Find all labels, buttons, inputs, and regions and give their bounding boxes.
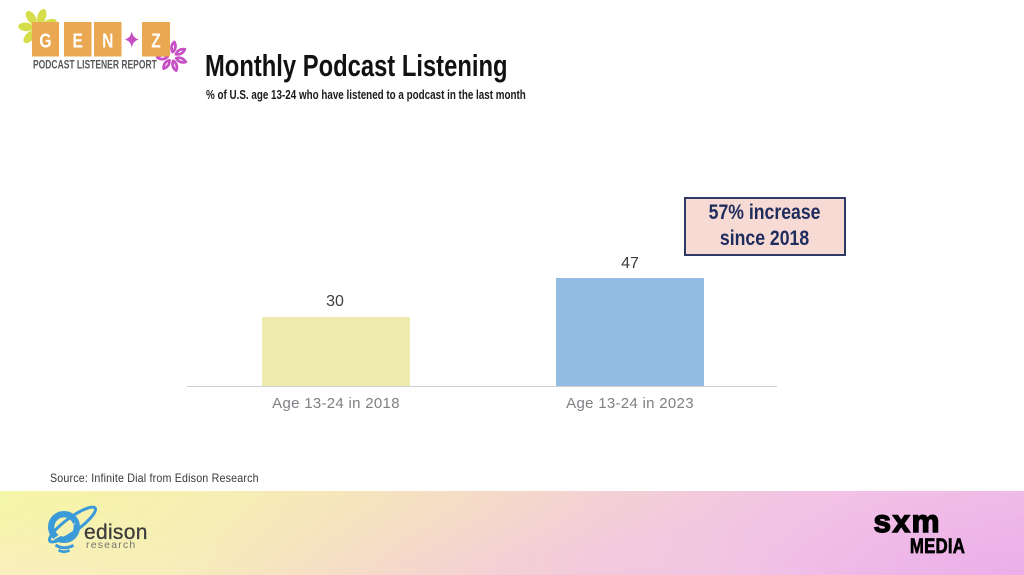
svg-text:Z: Z: [151, 29, 161, 51]
svg-text:N: N: [102, 29, 113, 51]
svg-text:research: research: [86, 539, 136, 551]
svg-text:G: G: [39, 29, 51, 51]
svg-text:PODCAST LISTENER REPORT: PODCAST LISTENER REPORT: [33, 59, 157, 72]
svg-text:edison: edison: [84, 521, 148, 544]
svg-text:E: E: [73, 29, 83, 51]
